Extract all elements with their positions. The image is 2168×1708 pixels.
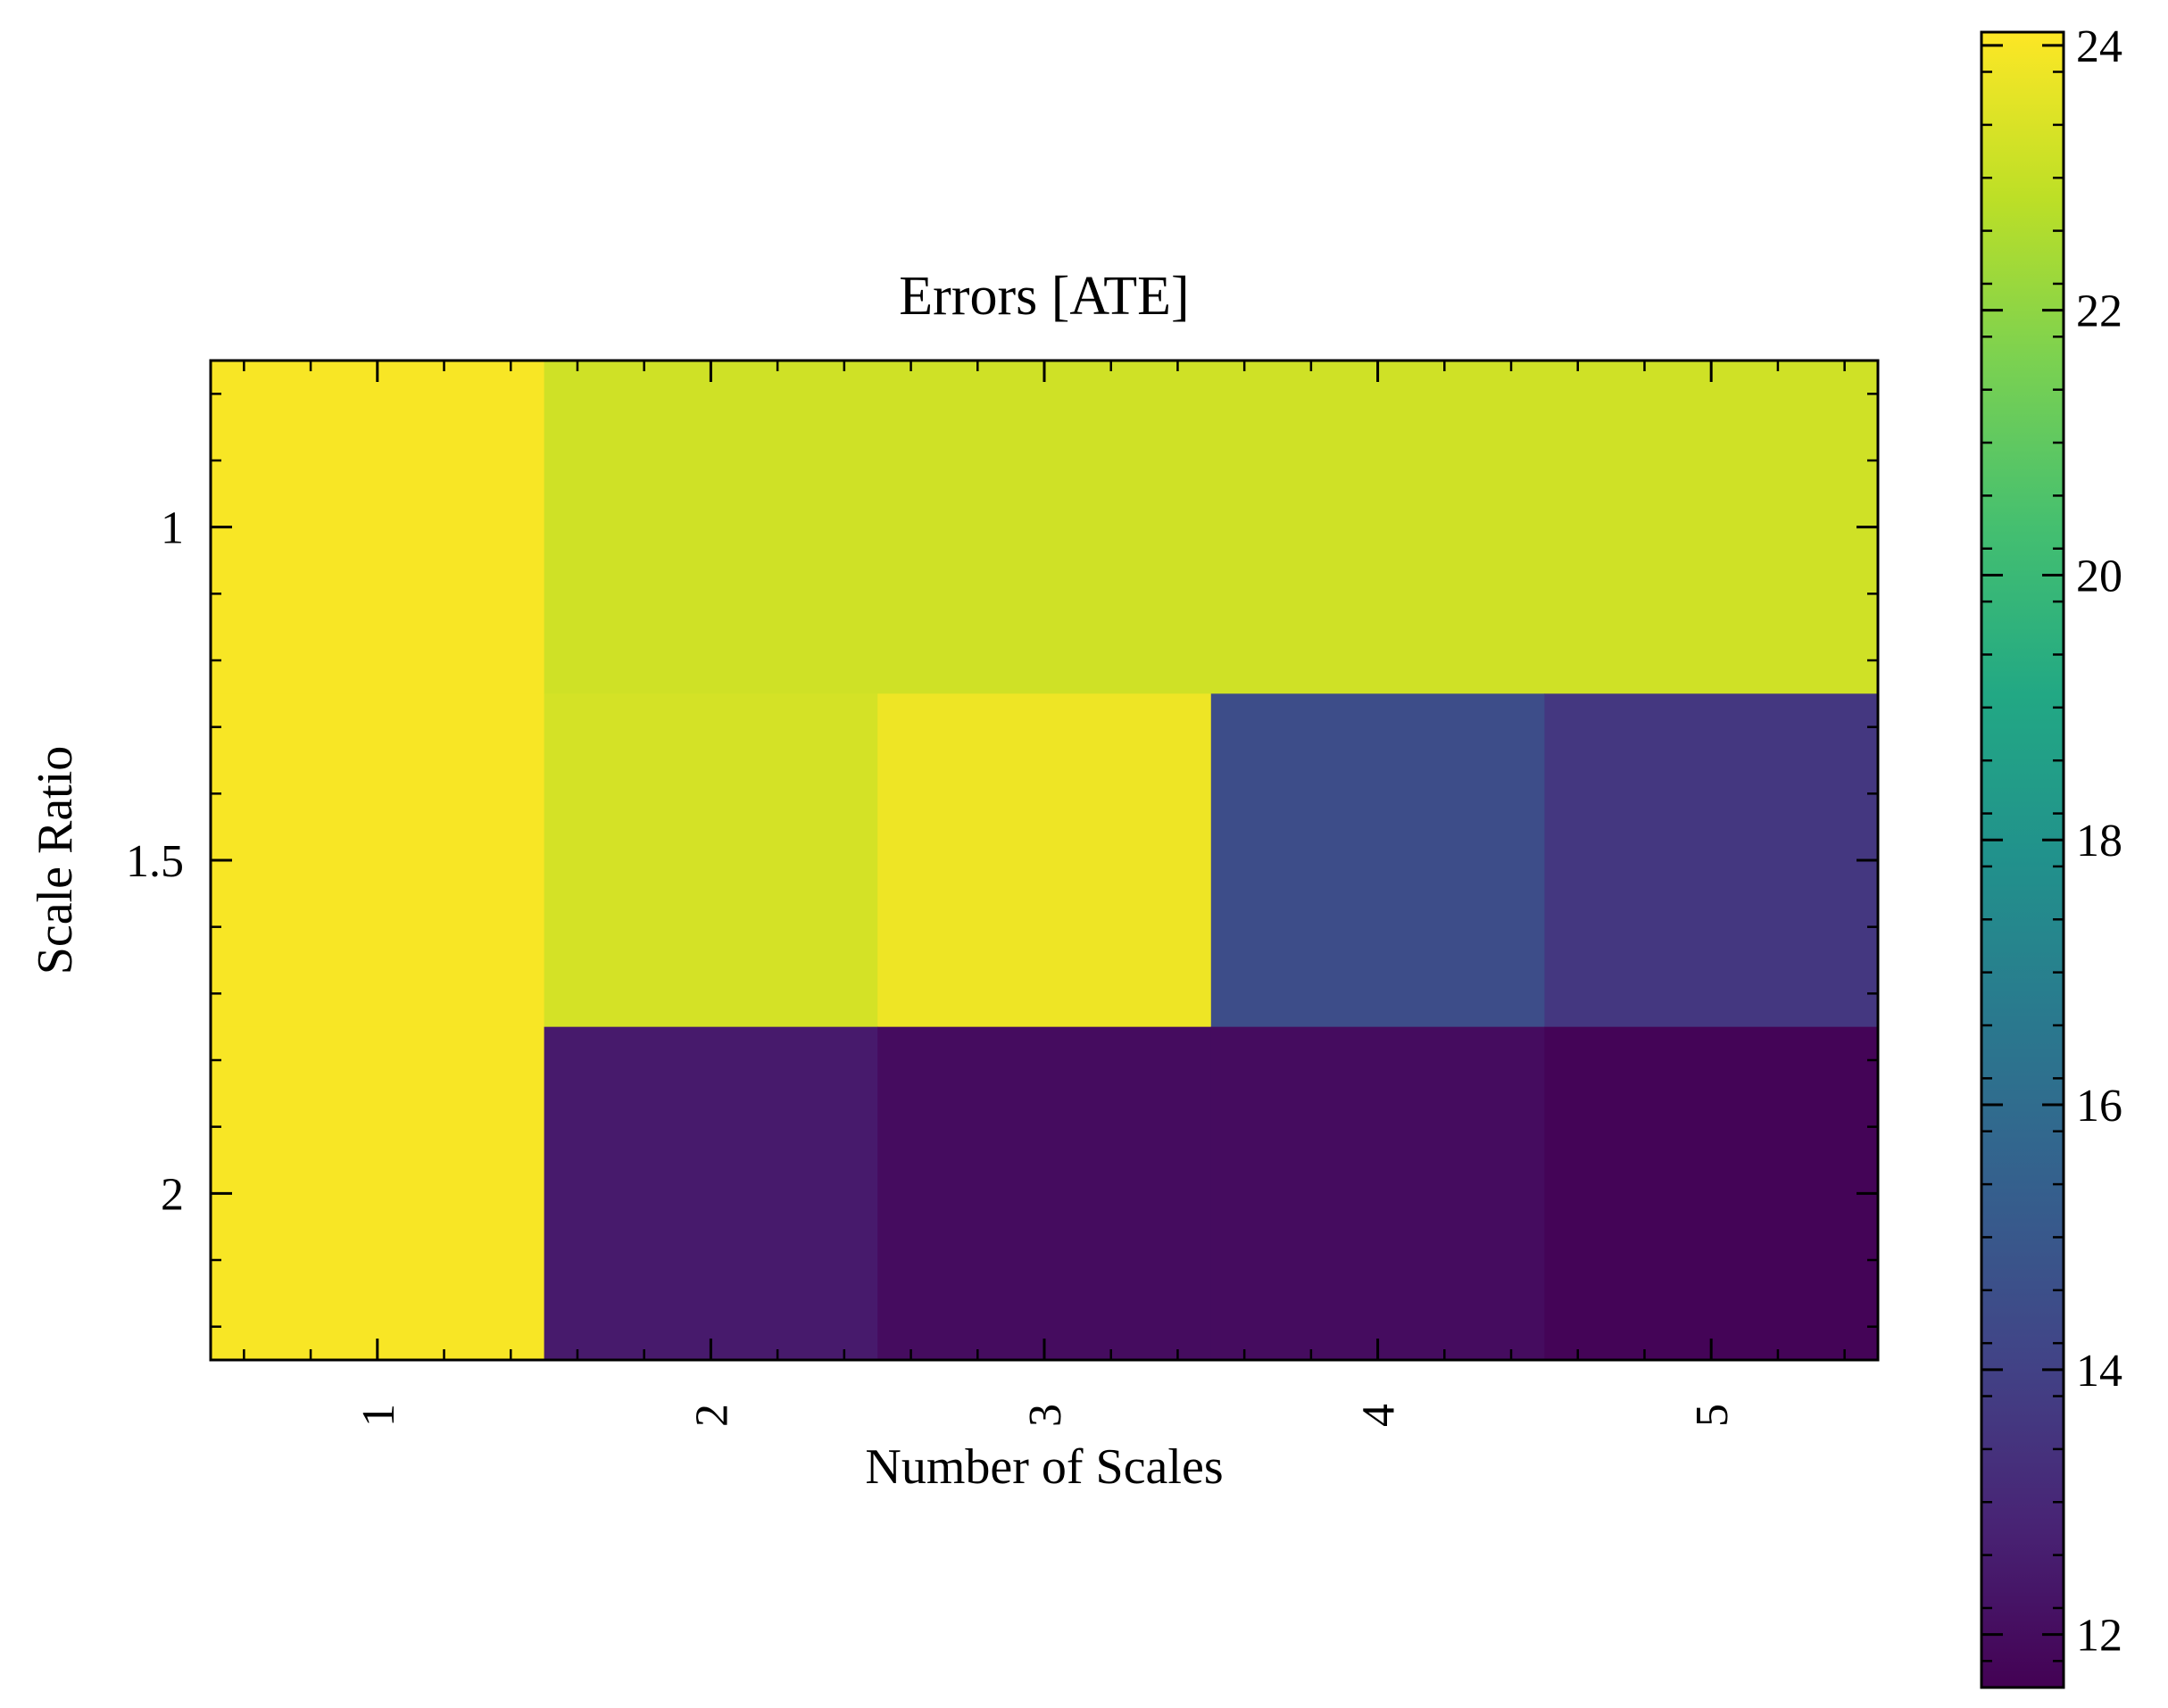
heatmap-cell [544,693,878,1028]
y-tick-label: 2 [161,1169,184,1220]
x-tick-label: 3 [1020,1404,1071,1427]
x-axis-ticks [243,361,1846,1360]
x-tick-label: 2 [686,1404,737,1427]
colorbar [1980,30,2065,1689]
heatmap-cell [544,1026,878,1361]
colorbar-tick-labels: 12 14 16 18 20 22 24 [2076,21,2122,1662]
x-axis-label: Number of Scales [865,1439,1223,1495]
heatmap-cell [211,1026,545,1361]
y-tick-label: 1.5 [126,836,184,887]
colorbar-tick-label: 24 [2076,21,2122,72]
heatmap-cell [1210,1026,1545,1361]
y-axis-label: Scale Ratio [28,746,83,975]
y-axis-ticks [211,393,1878,1328]
x-tick-label: 1 [353,1404,404,1427]
heatmap-cell [877,693,1212,1028]
heatmap-cell [1210,693,1545,1028]
x-tick-label: 5 [1687,1404,1738,1427]
heatmap-cell [1544,361,1879,694]
heatmap-cell [1210,361,1545,694]
heatmap-cell [877,1026,1212,1361]
heatmap-cell [1544,1026,1879,1361]
y-tick-labels: 11.52 [126,503,184,1221]
colorbar-tick-label: 18 [2076,816,2122,866]
heatmap-cell [877,361,1212,694]
colorbar-tick-label: 14 [2076,1346,2122,1397]
heatmap-cell [211,693,545,1028]
heatmap-cell [1544,693,1879,1028]
heatmap-cells [211,361,1879,1361]
colorbar-tick-label: 12 [2076,1611,2122,1662]
y-tick-label: 1 [161,503,184,554]
colorbar-tick-label: 16 [2076,1081,2122,1132]
colorbar-tick-label: 20 [2076,551,2122,601]
heatmap-cell [544,361,878,694]
colorbar-ticks [1981,44,2064,1662]
heatmap-cell [211,361,545,694]
colorbar-tick-label: 22 [2076,286,2122,337]
x-tick-label: 4 [1354,1404,1405,1427]
x-tick-labels: 1 2 3 4 5 [353,1404,1738,1427]
chart-title: Errors [ATE] [899,266,1189,327]
